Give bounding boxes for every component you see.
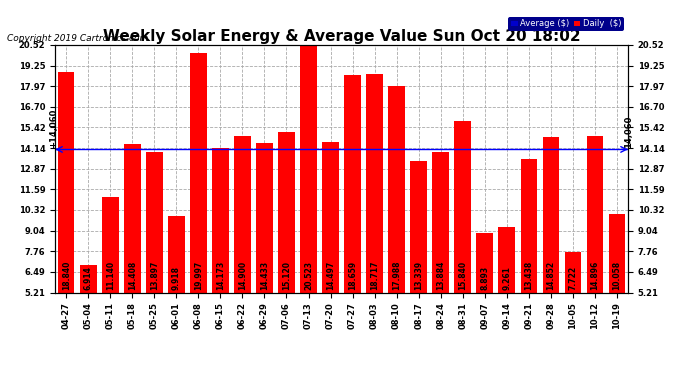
- Text: 13.438: 13.438: [524, 261, 533, 290]
- Text: +14,060: +14,060: [50, 108, 59, 148]
- Text: 13.897: 13.897: [150, 261, 159, 290]
- Bar: [234, 136, 250, 292]
- Bar: [411, 161, 427, 292]
- Text: 8.893: 8.893: [480, 266, 489, 290]
- Text: 15.120: 15.120: [282, 261, 291, 290]
- Bar: [102, 196, 119, 292]
- Text: 19.997: 19.997: [194, 261, 203, 290]
- Text: 14.433: 14.433: [260, 261, 269, 290]
- Bar: [344, 75, 361, 292]
- Bar: [477, 233, 493, 292]
- Bar: [168, 216, 185, 292]
- Text: 13.884: 13.884: [436, 261, 445, 290]
- Bar: [586, 136, 603, 292]
- Text: 14.408: 14.408: [128, 261, 137, 290]
- Bar: [58, 72, 75, 292]
- Text: 18.659: 18.659: [348, 261, 357, 290]
- Text: Copyright 2019 Cartronics.com: Copyright 2019 Cartronics.com: [7, 34, 148, 43]
- Bar: [124, 144, 141, 292]
- Text: 14.173: 14.173: [216, 261, 225, 290]
- Text: 6.914: 6.914: [83, 266, 92, 290]
- Text: 9.918: 9.918: [172, 266, 181, 290]
- Text: 15.840: 15.840: [458, 261, 467, 290]
- Text: 18.840: 18.840: [61, 261, 70, 290]
- Text: 10.058: 10.058: [613, 261, 622, 290]
- Legend: Average ($), Daily  ($): Average ($), Daily ($): [509, 17, 624, 31]
- Bar: [542, 136, 559, 292]
- Bar: [388, 86, 405, 292]
- Bar: [433, 152, 449, 292]
- Bar: [80, 265, 97, 292]
- Bar: [609, 214, 625, 292]
- Bar: [520, 159, 537, 292]
- Text: 14.900: 14.900: [238, 261, 247, 290]
- Text: 14.896: 14.896: [591, 261, 600, 290]
- Text: 13.339: 13.339: [414, 261, 423, 290]
- Bar: [322, 142, 339, 292]
- Bar: [190, 54, 206, 292]
- Bar: [455, 121, 471, 292]
- Bar: [564, 252, 581, 292]
- Text: 9.261: 9.261: [502, 266, 511, 290]
- Text: 18.717: 18.717: [370, 261, 379, 290]
- Text: 20.523: 20.523: [304, 261, 313, 290]
- Title: Weekly Solar Energy & Average Value Sun Oct 20 18:02: Weekly Solar Energy & Average Value Sun …: [103, 29, 580, 44]
- Bar: [366, 74, 383, 292]
- Text: 17.988: 17.988: [392, 261, 401, 290]
- Bar: [300, 45, 317, 292]
- Bar: [498, 227, 515, 292]
- Bar: [278, 132, 295, 292]
- Text: 14,060: 14,060: [624, 116, 633, 148]
- Text: 7.722: 7.722: [569, 266, 578, 290]
- Text: 14.497: 14.497: [326, 261, 335, 290]
- Text: 11.140: 11.140: [106, 261, 115, 290]
- Bar: [146, 152, 163, 292]
- Bar: [256, 143, 273, 292]
- Bar: [212, 148, 228, 292]
- Text: 14.852: 14.852: [546, 261, 555, 290]
